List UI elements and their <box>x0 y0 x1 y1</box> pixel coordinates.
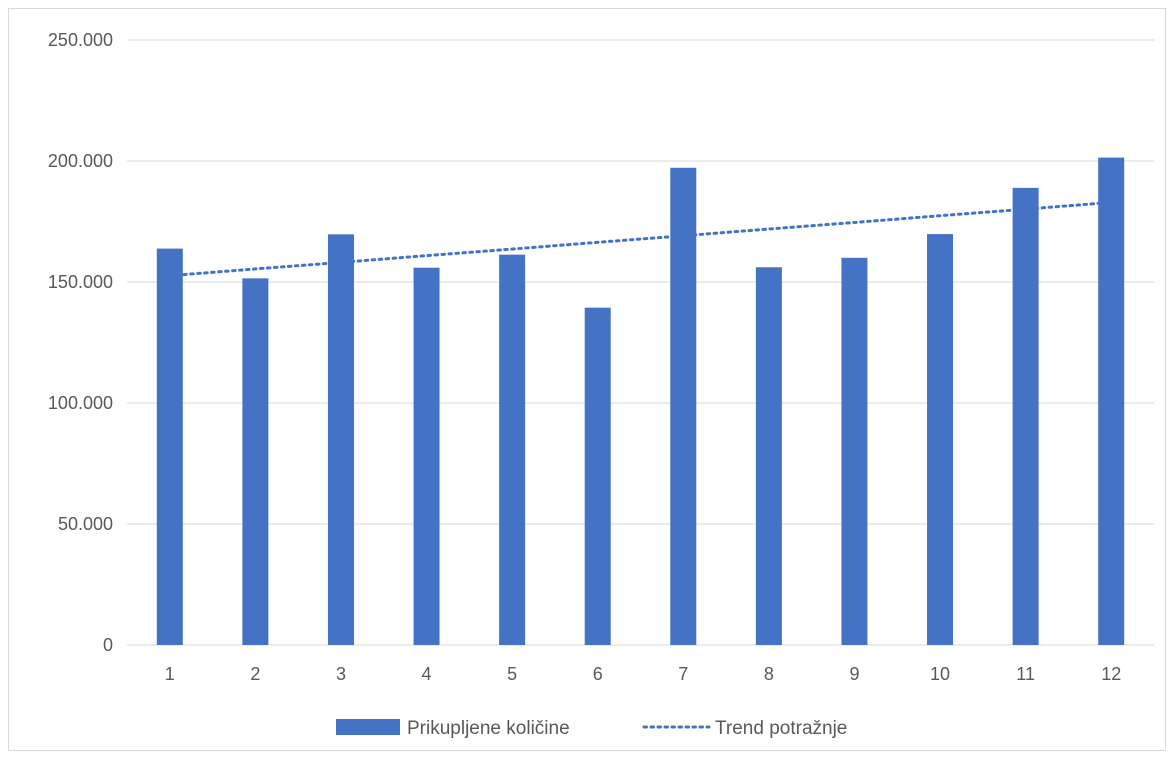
bar <box>242 278 269 645</box>
x-tick-label: 3 <box>336 664 346 684</box>
bar <box>927 234 954 646</box>
y-tick-label: 250.000 <box>48 30 113 50</box>
bar <box>1098 157 1125 645</box>
bar <box>156 248 183 645</box>
trend-series <box>168 200 1113 278</box>
x-tick-label: 7 <box>678 664 688 684</box>
bar <box>499 254 526 646</box>
bar <box>584 307 611 645</box>
x-tick-label: 11 <box>1016 664 1035 684</box>
bar <box>841 257 868 645</box>
y-tick-label: 0 <box>103 635 113 655</box>
x-tick-label: 12 <box>1101 664 1121 684</box>
x-tick-label: 9 <box>849 664 859 684</box>
y-tick-label: 200.000 <box>48 151 113 171</box>
x-tick-label: 4 <box>422 664 432 684</box>
bar <box>1012 187 1039 645</box>
x-tick-labels: 1 2 3 4 5 6 7 8 9 10 11 12 <box>165 664 1121 684</box>
y-tick-labels: 0 50.000 100.000 150.000 200.000 250.000 <box>48 30 113 655</box>
y-tick-label: 50.000 <box>58 514 113 534</box>
bar <box>327 234 354 646</box>
legend-item-trend: Trend potražnje <box>642 718 847 739</box>
x-tick-label: 2 <box>250 664 260 684</box>
bar <box>670 167 697 645</box>
bar <box>755 267 782 645</box>
y-tick-label: 150.000 <box>48 272 113 292</box>
x-tick-label: 5 <box>507 664 517 684</box>
trend-line <box>168 200 1113 278</box>
y-tick-label: 100.000 <box>48 393 113 413</box>
bar-series <box>156 157 1125 646</box>
legend-swatch-bars <box>336 719 400 735</box>
legend-label-trend: Trend potražnje <box>715 718 847 739</box>
x-tick-label: 6 <box>593 664 603 684</box>
gridlines <box>127 39 1154 525</box>
bar <box>413 267 440 645</box>
x-tick-label: 8 <box>764 664 774 684</box>
x-tick-label: 10 <box>930 664 950 684</box>
x-tick-label: 1 <box>165 664 175 684</box>
legend-item-bars: Prikupljene količine <box>336 718 570 739</box>
legend-label-bars: Prikupljene količine <box>407 718 570 739</box>
legend: Prikupljene količine Trend potražnje <box>336 718 847 739</box>
